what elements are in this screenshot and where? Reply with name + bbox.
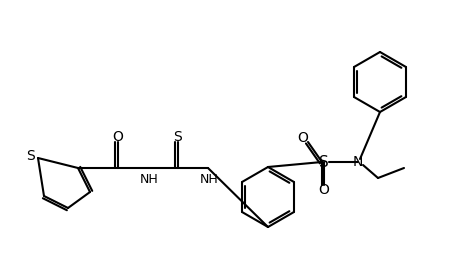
Text: O: O xyxy=(112,130,123,144)
Text: O: O xyxy=(297,131,308,145)
Text: S: S xyxy=(27,149,35,163)
Text: S: S xyxy=(173,130,182,144)
Text: NH: NH xyxy=(139,173,158,186)
Text: S: S xyxy=(318,155,328,169)
Text: O: O xyxy=(318,183,329,197)
Text: N: N xyxy=(352,155,363,169)
Text: NH: NH xyxy=(199,173,218,186)
